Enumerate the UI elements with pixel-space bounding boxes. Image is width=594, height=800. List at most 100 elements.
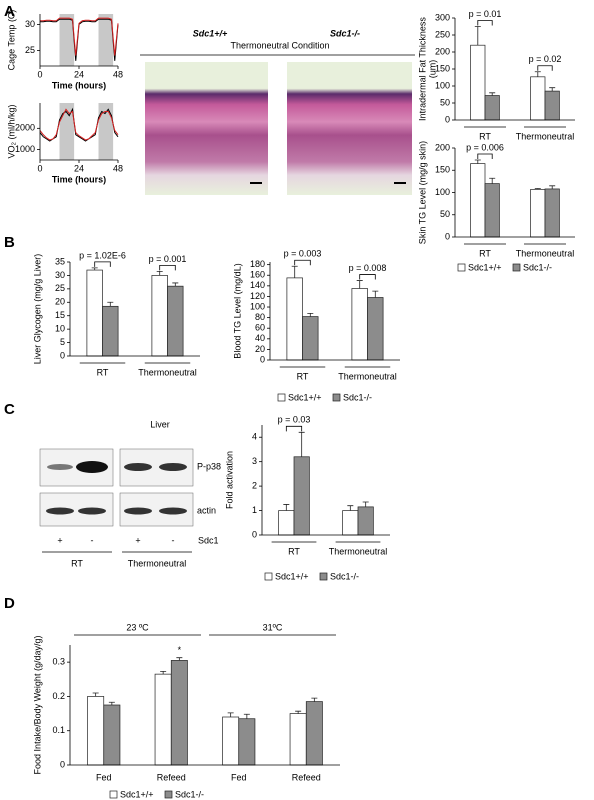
- genotype-label: Sdc1+/+: [193, 28, 228, 38]
- panel-label: C: [4, 401, 15, 418]
- y-tick-label: 0.3: [52, 657, 65, 667]
- band-label: actin: [197, 505, 216, 515]
- bracket: [285, 425, 303, 432]
- legend-label: Sdc1-/-: [343, 392, 372, 402]
- error-bar: [156, 271, 163, 276]
- error-bar: [291, 265, 298, 278]
- line: [40, 17, 119, 56]
- legend-swatch: [164, 790, 173, 799]
- y-tick-label: 100: [435, 80, 450, 90]
- p-value: p = 0.03: [278, 415, 311, 425]
- band: [76, 461, 108, 473]
- bar: [305, 701, 323, 766]
- x-tick-label: RT: [97, 367, 109, 377]
- p-value: p = 0.001: [149, 254, 187, 264]
- y-tick-label: 3: [252, 456, 257, 466]
- x-tick-label: Thermoneutral: [138, 367, 197, 377]
- y-axis-label: (um): [427, 60, 437, 79]
- bar: [170, 660, 188, 766]
- shaded-period: [59, 14, 75, 66]
- error-bar: [347, 505, 354, 511]
- x-tick-label: Refeed: [157, 772, 186, 782]
- bracket: [294, 259, 311, 266]
- band: [159, 463, 187, 471]
- band: [124, 463, 152, 471]
- y-tick-label: 15: [55, 310, 65, 320]
- x-tick-label: 48: [113, 163, 123, 173]
- error-bar: [489, 177, 496, 184]
- y-axis-label: Fold activation: [224, 451, 234, 509]
- error-bar: [372, 290, 379, 298]
- y-tick-label: 150: [435, 63, 450, 73]
- y-tick-label: 2000: [15, 123, 35, 133]
- p-value: p = 0.01: [469, 9, 502, 19]
- bracket: [359, 274, 376, 280]
- y-tick-label: 300: [435, 12, 450, 22]
- blot-title: Liver: [150, 419, 170, 429]
- error-bar: [362, 501, 369, 507]
- y-axis-label: Skin TG Level (mg/g skin): [417, 141, 427, 244]
- legend-swatch: [332, 393, 341, 402]
- bar: [87, 696, 105, 766]
- y-tick-label: 100: [435, 187, 450, 197]
- bar: [222, 716, 240, 766]
- group-label: 31ºC: [263, 622, 283, 632]
- error-bar: [549, 185, 556, 189]
- legend-swatch: [109, 790, 118, 799]
- y-tick-label: 200: [435, 46, 450, 56]
- x-tick-label: RT: [479, 248, 491, 258]
- p-value: p = 0.006: [466, 142, 504, 152]
- legend-label: Sdc1+/+: [275, 571, 309, 581]
- genotype-label: Sdc1: [198, 535, 219, 545]
- legend-label: Sdc1-/-: [175, 789, 204, 799]
- error-bar: [176, 657, 183, 661]
- y-tick-label: 2: [252, 480, 257, 490]
- error-bar: [160, 671, 167, 675]
- histology-image: [145, 62, 268, 195]
- y-tick-label: 0: [260, 354, 265, 364]
- y-tick-label: 80: [255, 312, 265, 322]
- y-tick-label: 0.1: [52, 725, 65, 735]
- error-bar: [474, 159, 481, 164]
- x-tick-label: 48: [113, 69, 123, 79]
- error-bar: [243, 713, 250, 719]
- x-axis-label: Time (hours): [52, 174, 106, 184]
- x-tick-label: Refeed: [292, 772, 321, 782]
- legend-label: Sdc1+/+: [120, 789, 154, 799]
- bar: [544, 90, 560, 121]
- error-bar: [172, 282, 179, 287]
- genotype-sign: -: [172, 535, 175, 545]
- error-bar: [489, 92, 496, 96]
- band: [78, 507, 106, 515]
- x-tick-label: RT: [297, 371, 309, 381]
- y-tick-label: 30: [55, 270, 65, 280]
- y-axis-label: Cage Temp (C): [6, 10, 16, 71]
- y-tick-label: 0: [252, 529, 257, 539]
- bar: [154, 673, 172, 766]
- legend-label: Sdc1+/+: [468, 262, 502, 272]
- legend-swatch: [457, 263, 466, 272]
- legend-label: Sdc1+/+: [288, 392, 322, 402]
- error-bar: [92, 692, 99, 697]
- genotype-sign: +: [57, 535, 62, 545]
- error-bar: [549, 87, 556, 92]
- p-value: p = 0.003: [284, 249, 322, 259]
- y-tick-label: 1000: [15, 144, 35, 154]
- band: [46, 507, 74, 515]
- p-value: p = 1.02E-6: [79, 250, 126, 260]
- line: [39, 108, 119, 141]
- condition-label: Thermoneutral Condition: [230, 40, 329, 50]
- p-value: p = 0.008: [349, 263, 387, 273]
- error-bar: [474, 26, 481, 46]
- legend-swatch: [512, 263, 521, 272]
- histology-image: [287, 62, 412, 195]
- y-axis-label: Liver Glycogen (mg/g Liver): [32, 254, 42, 365]
- x-tick-label: 24: [74, 163, 84, 173]
- y-tick-label: 150: [435, 165, 450, 175]
- bracket: [477, 20, 493, 26]
- x-tick-label: 0: [37, 69, 42, 79]
- band: [124, 507, 152, 515]
- shaded-period: [98, 103, 114, 160]
- bar: [151, 275, 168, 357]
